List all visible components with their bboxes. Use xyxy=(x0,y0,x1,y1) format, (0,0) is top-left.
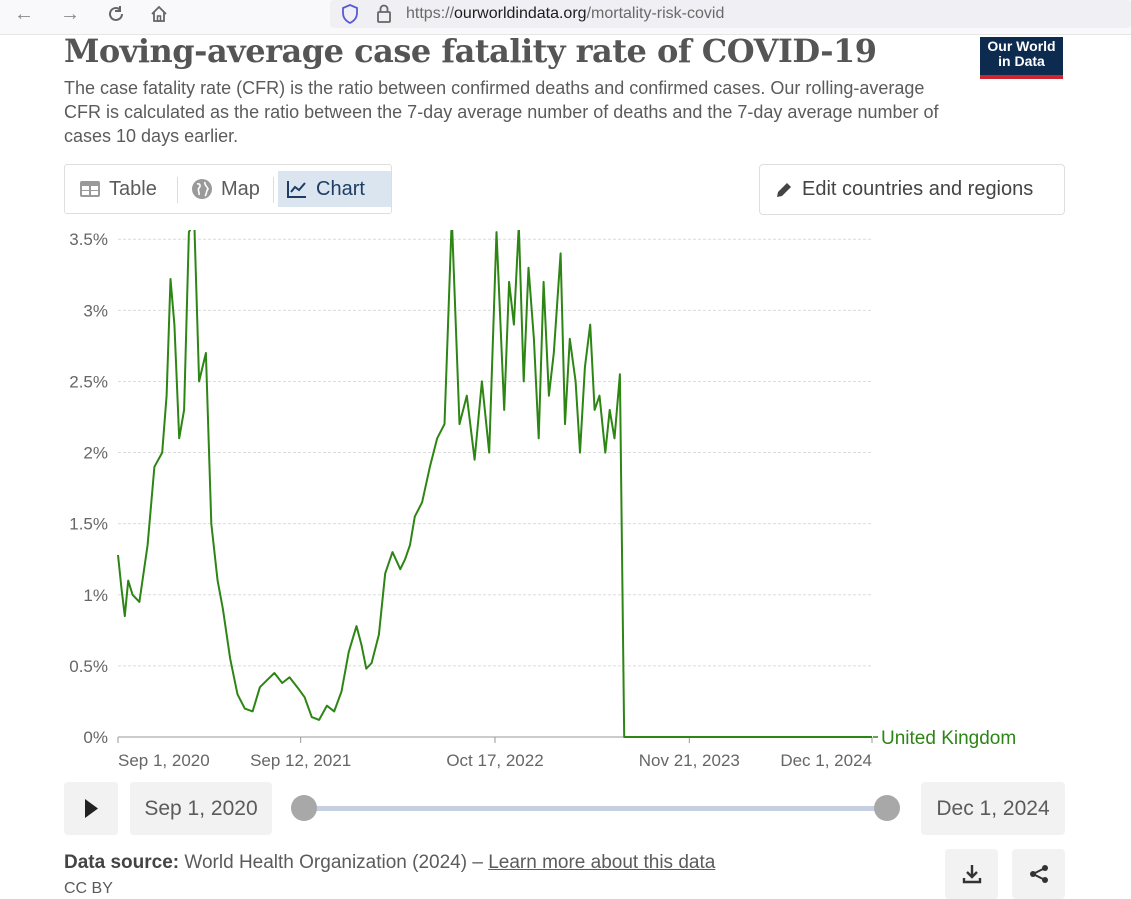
y-tick-label: 3.5% xyxy=(69,230,108,249)
y-tick-label: 1.5% xyxy=(69,515,108,534)
license-text[interactable]: CC BY xyxy=(64,880,113,897)
y-tick-label: 1% xyxy=(83,586,108,605)
timeline-start-date[interactable]: Sep 1, 2020 xyxy=(130,782,272,835)
edit-countries-button[interactable]: Edit countries and regions xyxy=(759,164,1065,215)
home-icon[interactable] xyxy=(149,4,169,24)
timeline-slider-track[interactable] xyxy=(305,806,887,811)
url-bar[interactable] xyxy=(330,0,1131,28)
y-tick-label: 0% xyxy=(83,728,108,747)
tab-table[interactable]: Table xyxy=(71,171,177,207)
lock-icon[interactable] xyxy=(374,3,394,25)
url-host: ourworldindata.org xyxy=(454,5,587,22)
tab-chart[interactable]: Chart xyxy=(278,171,391,207)
forward-arrow-icon[interactable]: → xyxy=(60,3,80,25)
share-button[interactable] xyxy=(1012,849,1065,899)
play-icon xyxy=(85,799,98,818)
x-tick-label: Nov 21, 2023 xyxy=(639,751,740,770)
line-chart-icon xyxy=(287,181,306,198)
url-path: /mortality-risk-covid xyxy=(586,5,725,22)
timeline-start-handle[interactable] xyxy=(291,795,317,821)
url-text[interactable]: https://ourworldindata.org/mortality-ris… xyxy=(406,5,724,23)
download-button[interactable] xyxy=(945,849,998,899)
y-tick-label: 3% xyxy=(83,301,108,320)
y-tick-label: 2.5% xyxy=(69,372,108,391)
table-icon xyxy=(80,181,100,197)
pencil-icon xyxy=(777,182,791,197)
reload-icon[interactable] xyxy=(106,5,126,25)
share-icon xyxy=(1029,865,1048,883)
page-title: Moving-average case fatality rate of COV… xyxy=(64,32,877,70)
back-arrow-icon[interactable]: ← xyxy=(14,3,34,25)
timeline-end-date[interactable]: Dec 1, 2024 xyxy=(921,782,1065,835)
logo-line2: in Data xyxy=(998,53,1045,69)
y-tick-label: 2% xyxy=(83,444,108,463)
download-icon xyxy=(962,865,981,884)
x-tick-label: Oct 17, 2022 xyxy=(446,751,543,770)
x-tick-label: Sep 1, 2020 xyxy=(118,751,210,770)
tab-divider xyxy=(177,177,178,203)
play-button[interactable] xyxy=(64,782,118,835)
page-subtitle: The case fatality rate (CFR) is the rati… xyxy=(64,78,939,146)
url-prefix: https:// xyxy=(406,5,455,22)
logo-line1: Our World xyxy=(987,38,1056,54)
owid-logo[interactable]: Our World in Data xyxy=(980,37,1063,79)
data-source-label: Data source: xyxy=(64,852,180,873)
tab-chart-label: Chart xyxy=(316,177,365,200)
tab-divider xyxy=(273,177,274,203)
learn-more-link[interactable]: Learn more about this data xyxy=(488,852,716,873)
series-line-0[interactable] xyxy=(117,230,872,738)
x-tick-label: Dec 1, 2024 xyxy=(780,751,872,770)
tab-map-label: Map xyxy=(221,177,260,200)
series-label[interactable]: United Kingdom xyxy=(881,728,1016,749)
browser-toolbar: ← → https://ourworldindata.org/mortality… xyxy=(0,0,1131,35)
line-chart: 0% 0.5% 1% 1.5% 2% 2.5% 3% 3.5% Sep 1, 2020 Sep 1… xyxy=(69,230,1016,770)
edit-countries-label: Edit countries and regions xyxy=(802,178,1034,200)
data-source: Data source: World Health Organization (… xyxy=(64,852,715,874)
globe-icon xyxy=(192,179,212,199)
shield-icon[interactable] xyxy=(340,3,360,25)
tab-map[interactable]: Map xyxy=(183,171,275,207)
x-tick-label: Sep 12, 2021 xyxy=(250,751,351,770)
timeline-end-handle[interactable] xyxy=(874,795,900,821)
data-source-text: World Health Organization (2024) – xyxy=(184,852,489,873)
y-tick-label: 0.5% xyxy=(69,657,108,676)
view-tabs: Table Map Chart xyxy=(64,164,392,214)
tab-table-label: Table xyxy=(109,177,157,200)
